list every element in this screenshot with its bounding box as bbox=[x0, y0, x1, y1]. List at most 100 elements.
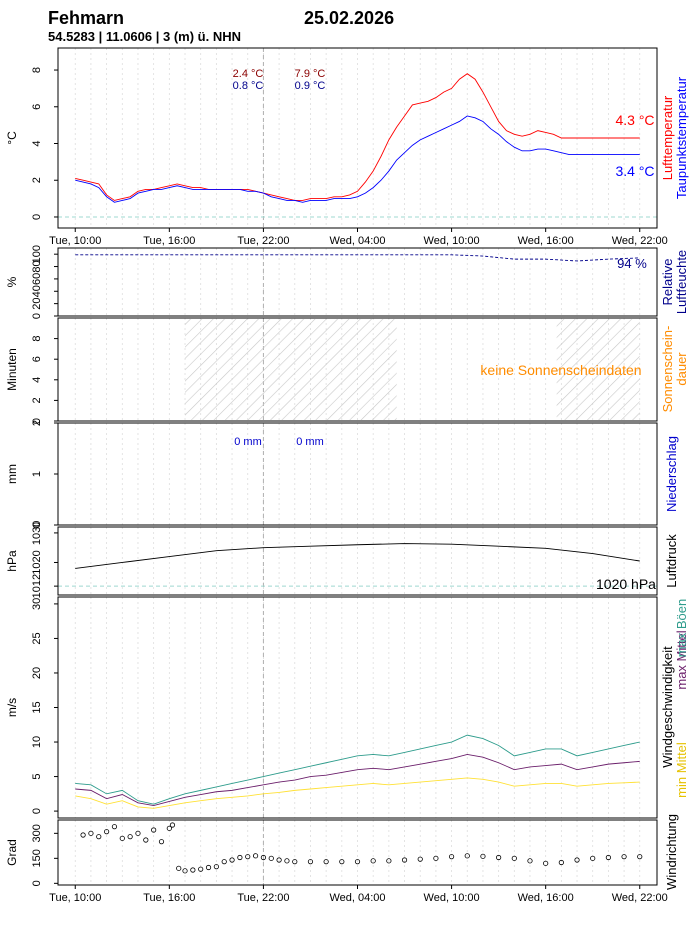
y-axis-label: hPa bbox=[5, 550, 19, 572]
y-tick-label: 2 bbox=[31, 397, 43, 403]
y-tick-label: 25 bbox=[31, 632, 43, 644]
right-label-sun-2: dauer bbox=[674, 352, 689, 386]
wind-frame bbox=[57, 596, 658, 819]
night-hatch bbox=[556, 319, 640, 420]
x-tick-label: Wed, 04:00 bbox=[329, 235, 385, 247]
direction-point bbox=[176, 865, 182, 871]
direction-point bbox=[119, 835, 125, 841]
y-tick-label: 6 bbox=[31, 356, 43, 362]
y-tick-label: 300 bbox=[31, 824, 43, 842]
annotation-precip-1: 0 mm bbox=[234, 436, 262, 448]
direction-point bbox=[386, 858, 392, 864]
direction-point bbox=[151, 827, 157, 833]
y-tick-label: 2 bbox=[31, 420, 43, 426]
y-tick-label: 80 bbox=[31, 260, 43, 272]
y-tick-label: 0 bbox=[31, 418, 43, 424]
x-tick-label: Wed, 22:00 bbox=[612, 235, 668, 247]
direction-point bbox=[229, 857, 235, 863]
right-label-max-mean: max Mittel bbox=[674, 630, 689, 689]
direction-point bbox=[292, 859, 298, 865]
y-tick-label: 0 bbox=[31, 214, 43, 220]
annotation-temp-min: 2.4 °C bbox=[233, 68, 264, 80]
right-label-min-mean: min Mittel bbox=[674, 742, 689, 798]
no-sunshine-note: keine Sonnenscheindaten bbox=[480, 362, 641, 378]
series-line-max-gust bbox=[75, 734, 640, 805]
pressure-frame bbox=[57, 526, 658, 596]
y-tick-label: 6 bbox=[31, 104, 43, 110]
temperature-panel: 0 2 4 6 8 °C 2.4 °C0.8 °C 7.9 °C0.9 °C 4.3 °C 3.4… bbox=[5, 47, 689, 247]
x-tick-label: Wed, 10:00 bbox=[424, 235, 480, 247]
precipitation-frame bbox=[57, 422, 658, 526]
x-tick-label: Wed, 16:00 bbox=[518, 235, 574, 247]
direction-point bbox=[637, 854, 643, 860]
night-hatch bbox=[185, 319, 397, 420]
direction-point bbox=[80, 832, 86, 838]
direction-point bbox=[339, 859, 345, 865]
direction-point bbox=[590, 855, 596, 861]
direction-point bbox=[143, 837, 149, 843]
y-tick-label: 4 bbox=[31, 140, 43, 146]
x-tick-label: Tue, 16:00 bbox=[143, 235, 195, 247]
humidity-frame bbox=[57, 247, 658, 317]
y-tick-label: 150 bbox=[31, 849, 43, 867]
y-axis-label: Minuten bbox=[5, 348, 19, 391]
series-line-dewpoint bbox=[75, 115, 640, 203]
right-label-pressure: Luftdruck bbox=[664, 534, 679, 588]
direction-point bbox=[190, 867, 196, 873]
direction-point bbox=[496, 854, 502, 861]
x-tick-label: Tue, 22:00 bbox=[237, 235, 289, 247]
x-tick-label: Tue, 16:00 bbox=[143, 892, 195, 904]
direction-point bbox=[511, 855, 517, 861]
direction-point bbox=[401, 857, 408, 863]
x-tick-label: Wed, 04:00 bbox=[329, 892, 385, 904]
y-tick-label: 8 bbox=[31, 336, 43, 342]
right-label-wind: Windgeschwindigkeit bbox=[660, 646, 675, 768]
direction-point bbox=[605, 854, 611, 861]
right-label-temp: Lufttemperatur bbox=[660, 95, 675, 180]
end-label-temp: 4.3 °C bbox=[615, 112, 654, 128]
right-label-precip: Niederschlag bbox=[664, 436, 679, 512]
direction-point bbox=[166, 825, 172, 831]
annotation-precip-2: 0 mm bbox=[296, 436, 324, 448]
direction-point bbox=[307, 859, 314, 865]
right-label-direction: Windrichtung bbox=[664, 814, 679, 890]
y-tick-label: 1030 bbox=[31, 521, 43, 545]
direction-point bbox=[260, 854, 267, 861]
direction-point bbox=[284, 858, 290, 864]
direction-point bbox=[96, 834, 102, 840]
annotation-temp-max: 7.9 °C bbox=[295, 68, 326, 80]
y-tick-label: 8 bbox=[31, 67, 43, 73]
direction-point bbox=[480, 853, 486, 859]
direction-point bbox=[221, 859, 227, 865]
y-tick-label: 30 bbox=[31, 598, 43, 610]
direction-point bbox=[558, 859, 564, 866]
direction-point bbox=[323, 859, 329, 865]
y-axis-label: °C bbox=[5, 131, 19, 145]
y-tick-label: 10 bbox=[31, 736, 43, 748]
direction-point bbox=[169, 822, 176, 828]
x-tick-label: Tue, 22:00 bbox=[237, 892, 289, 904]
direction-point bbox=[574, 857, 580, 863]
y-tick-label: 1 bbox=[31, 471, 43, 477]
y-axis-label: % bbox=[5, 276, 19, 287]
direction-point bbox=[198, 866, 204, 872]
direction-point bbox=[464, 853, 470, 859]
direction-point bbox=[213, 864, 219, 870]
right-label-humidity-1: Relative bbox=[660, 259, 675, 306]
series-line-max-mean bbox=[75, 754, 640, 807]
y-tick-label: 0 bbox=[31, 522, 43, 528]
direction-point bbox=[527, 858, 533, 864]
direction-point bbox=[182, 868, 188, 874]
y-tick-label: 4 bbox=[31, 377, 43, 383]
x-tick-label: Wed, 16:00 bbox=[518, 892, 574, 904]
right-label-dew: Taupunktstemperatur bbox=[674, 76, 689, 199]
y-axis-label: mm bbox=[5, 464, 19, 484]
direction-point bbox=[621, 854, 627, 860]
series-line-pressure bbox=[75, 543, 640, 569]
direction-point bbox=[237, 854, 243, 861]
direction-point bbox=[433, 855, 439, 861]
date-title: 25.02.2026 bbox=[304, 8, 394, 28]
